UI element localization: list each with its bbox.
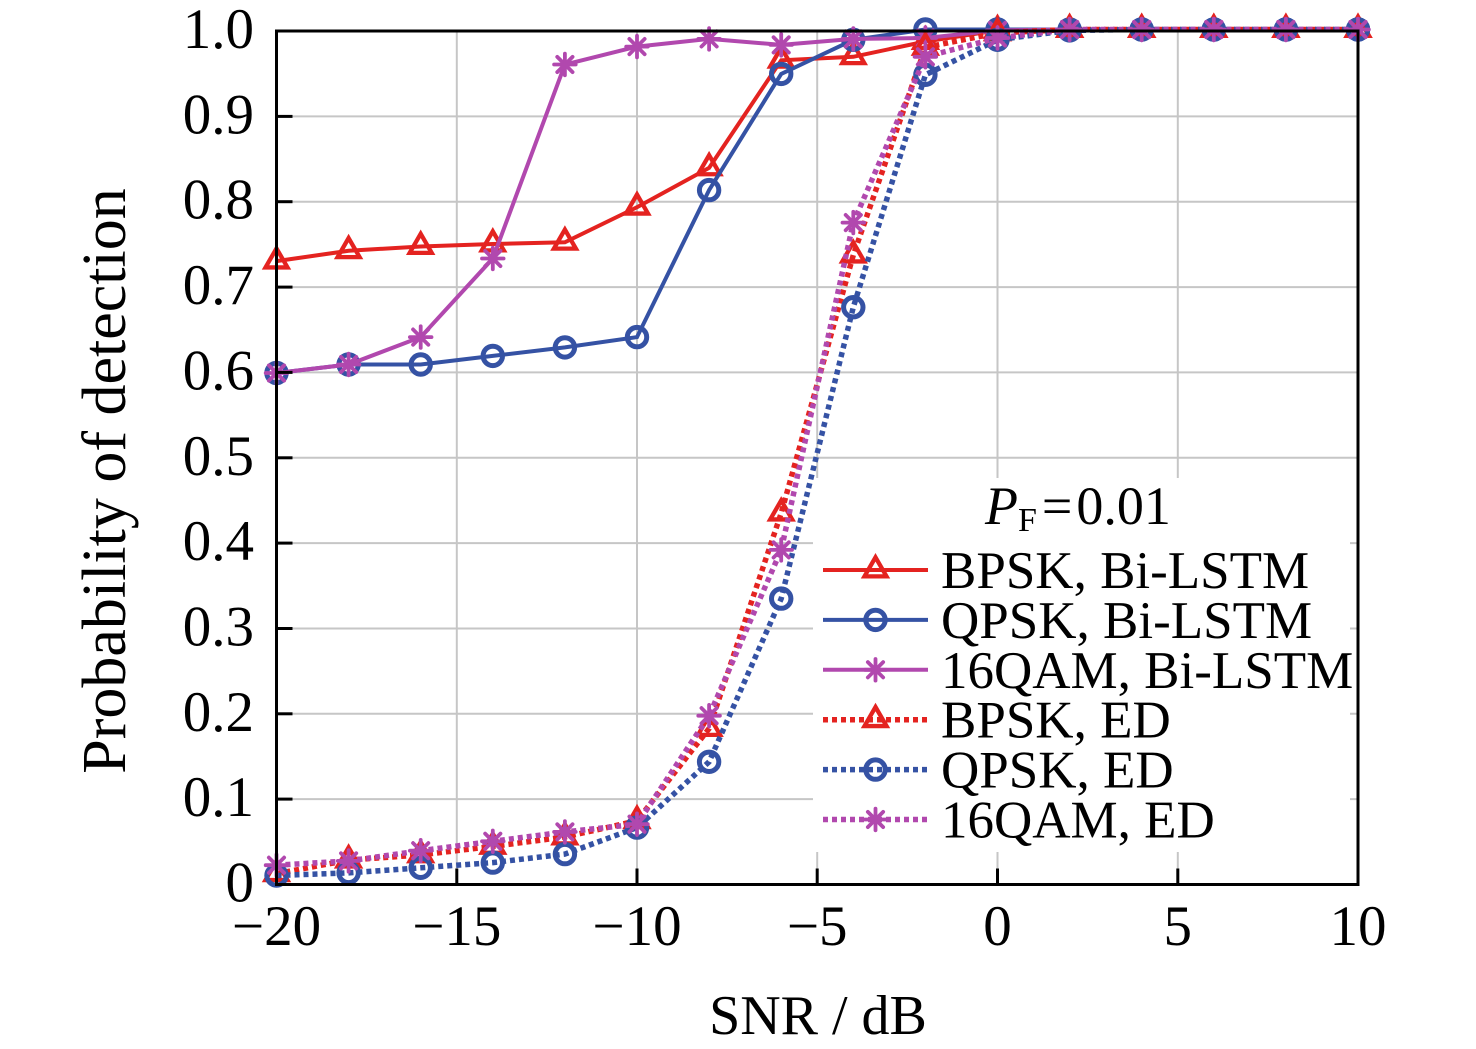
svg-text:10: 10 bbox=[1330, 895, 1387, 958]
svg-text:16QAM, ED: 16QAM, ED bbox=[941, 792, 1215, 850]
svg-text:0.3: 0.3 bbox=[183, 596, 254, 659]
svg-text:BPSK, ED: BPSK, ED bbox=[941, 692, 1171, 750]
svg-text:0.4: 0.4 bbox=[183, 510, 254, 573]
svg-text:QPSK, ED: QPSK, ED bbox=[941, 742, 1174, 800]
svg-text:−10: −10 bbox=[592, 895, 681, 958]
svg-text:0.5: 0.5 bbox=[183, 425, 254, 488]
svg-text:0: 0 bbox=[226, 852, 255, 915]
svg-text:QPSK, Bi-LSTM: QPSK, Bi-LSTM bbox=[941, 592, 1312, 650]
svg-text:0.7: 0.7 bbox=[183, 254, 254, 317]
svg-text:0.2: 0.2 bbox=[183, 681, 254, 744]
svg-text:BPSK, Bi-LSTM: BPSK, Bi-LSTM bbox=[941, 542, 1309, 600]
svg-text:0.9: 0.9 bbox=[183, 83, 254, 146]
svg-text:SNR / dB: SNR / dB bbox=[709, 985, 927, 1047]
svg-text:16QAM, Bi-LSTM: 16QAM, Bi-LSTM bbox=[941, 642, 1353, 700]
svg-text:0.6: 0.6 bbox=[183, 339, 254, 402]
svg-text:PF=0.01: PF=0.01 bbox=[984, 476, 1171, 539]
svg-text:5: 5 bbox=[1164, 895, 1193, 958]
svg-text:−5: −5 bbox=[787, 895, 848, 958]
svg-text:0.8: 0.8 bbox=[183, 169, 254, 232]
svg-text:0: 0 bbox=[983, 895, 1012, 958]
svg-text:1.0: 1.0 bbox=[183, 0, 254, 61]
svg-text:−20: −20 bbox=[232, 895, 321, 958]
svg-text:0.1: 0.1 bbox=[183, 766, 254, 829]
svg-text:Probability of detection: Probability of detection bbox=[71, 188, 139, 773]
svg-text:−15: −15 bbox=[412, 895, 501, 958]
